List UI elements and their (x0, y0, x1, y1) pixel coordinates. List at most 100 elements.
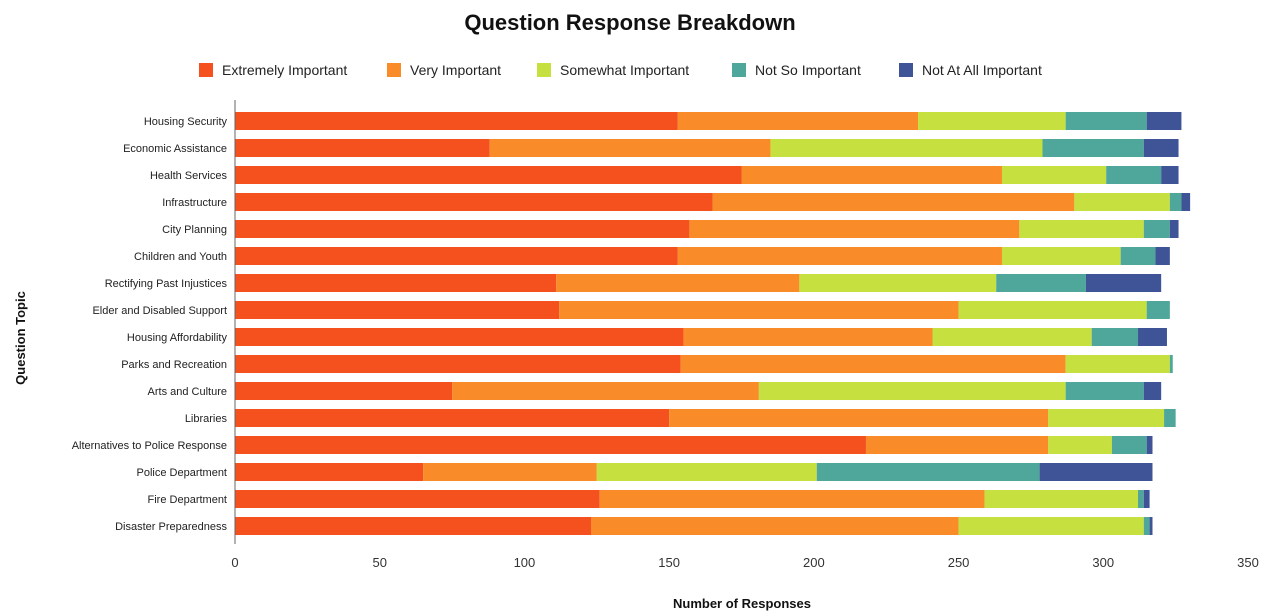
bar-segment (1074, 193, 1170, 211)
bar-segment (423, 463, 597, 481)
bar-segment (1120, 247, 1156, 265)
x-tick-label: 200 (803, 555, 825, 570)
x-tick-label: 350 (1237, 555, 1259, 570)
category-label: Housing Security (144, 116, 228, 128)
x-tick-label: 250 (948, 555, 970, 570)
bar-segment (680, 355, 1066, 373)
category-label: Health Services (150, 170, 228, 182)
x-axis-title: Number of Responses (673, 596, 811, 611)
bar-segment (1138, 490, 1144, 508)
bar-segment (235, 517, 591, 535)
legend-swatch (199, 63, 213, 77)
bar-segment (235, 301, 560, 319)
bar-segment (1042, 139, 1144, 157)
bar-segment (1143, 490, 1150, 508)
bar-segment (689, 220, 1020, 238)
legend-swatch (537, 63, 551, 77)
bar-segment (932, 328, 1092, 346)
category-label: Libraries (185, 413, 228, 425)
category-label: Housing Affordability (127, 332, 228, 344)
bar-segment (1169, 355, 1173, 373)
bar-segment (1181, 193, 1191, 211)
bar-segment (235, 436, 866, 454)
bar-segment (556, 274, 800, 292)
bar-segment (799, 274, 997, 292)
legend: Extremely Important Very Important Somewha… (199, 62, 1042, 78)
bar-segment (1149, 517, 1153, 535)
bar-segment (1143, 220, 1170, 238)
bar-segment (1065, 355, 1170, 373)
bar-segment (741, 166, 1002, 184)
category-label: Elder and Disabled Support (92, 305, 227, 317)
bar-segment (235, 463, 424, 481)
bar-segment (489, 139, 771, 157)
bar-segment (235, 112, 678, 130)
bar-segment (918, 112, 1066, 130)
bar-segment (712, 193, 1075, 211)
bar-segment (235, 193, 713, 211)
category-label: Children and Youth (134, 251, 227, 263)
bar-segment (865, 436, 1049, 454)
bar-segment (1143, 382, 1162, 400)
category-label: Police Department (137, 467, 228, 479)
bar-segment (1146, 301, 1170, 319)
category-label: Disaster Preparedness (115, 521, 227, 533)
bar-segment (816, 463, 1040, 481)
y-axis-title: Question Topic (13, 291, 28, 385)
bar-segment (958, 517, 1144, 535)
bar-segment (1001, 247, 1121, 265)
bar-segment (1161, 166, 1179, 184)
category-label: Alternatives to Police Response (72, 440, 227, 452)
bar-segment (1169, 220, 1179, 238)
category-label: Fire Department (148, 494, 227, 506)
bar-segment (1155, 247, 1170, 265)
legend-swatch (732, 63, 746, 77)
bar-segment (1048, 436, 1112, 454)
bar-segment (452, 382, 759, 400)
bar-segment (599, 490, 985, 508)
bar-segment (1001, 166, 1107, 184)
bar-segment (559, 301, 959, 319)
x-tick-label: 0 (231, 555, 238, 570)
legend-label: Somewhat Important (560, 62, 689, 78)
bar-segment (758, 382, 1066, 400)
bar-segment (235, 382, 453, 400)
bar-segment (984, 490, 1139, 508)
bar-segment (996, 274, 1086, 292)
x-tick-label: 300 (1092, 555, 1114, 570)
bar-segment (235, 166, 742, 184)
category-label: Parks and Recreation (121, 359, 227, 371)
bar-segment (677, 247, 1002, 265)
bar-segment (596, 463, 817, 481)
category-label: Arts and Culture (148, 386, 227, 398)
legend-swatch (899, 63, 913, 77)
bar-segment (1143, 139, 1179, 157)
category-label: Rectifying Past Injustices (105, 278, 228, 290)
bar-segment (1164, 409, 1176, 427)
bar-segment (1138, 328, 1167, 346)
bar-segment (1048, 409, 1165, 427)
category-labels: Housing Security Economic Assistance Healt… (72, 116, 228, 533)
bar-segment (683, 328, 933, 346)
bar-segment (235, 355, 681, 373)
bar-segment (235, 139, 490, 157)
bar-segment (958, 301, 1147, 319)
bar-segment (1146, 112, 1182, 130)
legend-label: Very Important (410, 62, 501, 78)
bar-segment (1111, 436, 1147, 454)
bar-segment (1169, 193, 1182, 211)
bar-segment (1146, 436, 1153, 454)
bar-segment (677, 112, 919, 130)
category-label: City Planning (162, 224, 227, 236)
bar-segment (1039, 463, 1153, 481)
bar-segment (235, 409, 670, 427)
bar-segment (1085, 274, 1162, 292)
bars (235, 112, 1191, 535)
bar-segment (235, 328, 684, 346)
legend-label: Not So Important (755, 62, 861, 78)
bar-segment (1091, 328, 1139, 346)
chart-title: Question Response Breakdown (464, 10, 795, 35)
bar-segment (1143, 517, 1150, 535)
bar-segment (1065, 382, 1144, 400)
